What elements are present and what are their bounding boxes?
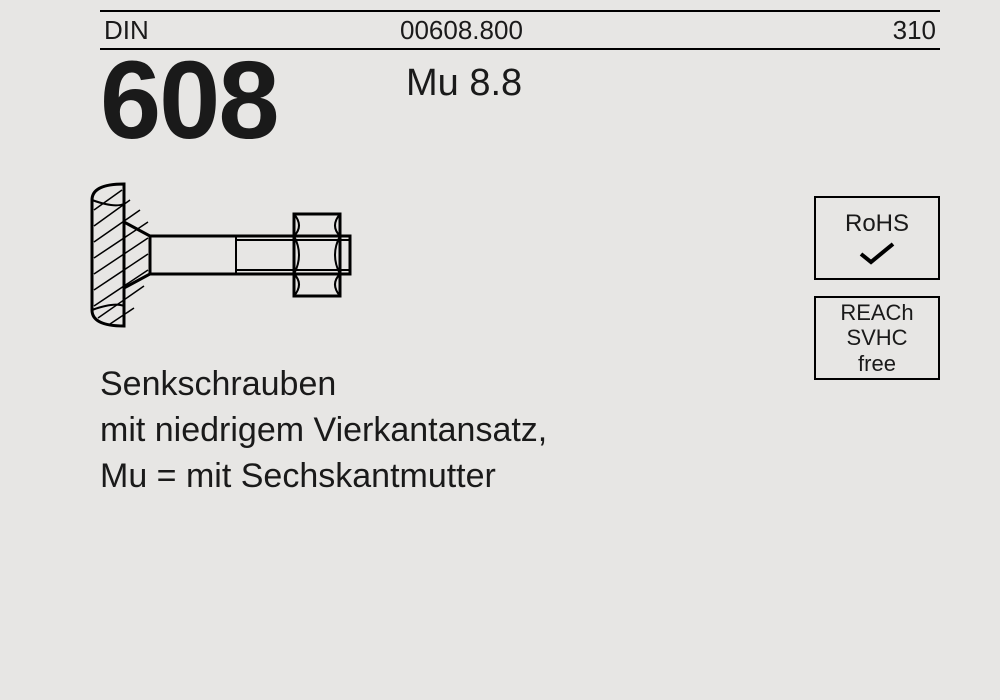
check-icon (857, 242, 897, 266)
bolt-drawing (84, 170, 424, 340)
header-article: 00608.800 (400, 15, 860, 46)
desc-line1: mit niedrigem Vierkantansatz, (100, 408, 547, 454)
rohs-badge: RoHS (814, 196, 940, 280)
desc-title: Senkschrauben (100, 362, 547, 408)
rohs-label: RoHS (845, 210, 909, 238)
reach-l2: SVHC (846, 325, 907, 350)
grade-label: Mu 8.8 (406, 62, 522, 105)
desc-line2: Mu = mit Sechskantmutter (100, 454, 547, 500)
reach-l1: REACh (840, 300, 913, 325)
header-code: 310 (860, 15, 940, 46)
din-number: 608 (100, 46, 278, 156)
reach-l3: free (858, 351, 896, 376)
description-block: Senkschrauben mit niedrigem Vierkantansa… (100, 362, 547, 500)
reach-badge: REACh SVHC free (814, 296, 940, 380)
